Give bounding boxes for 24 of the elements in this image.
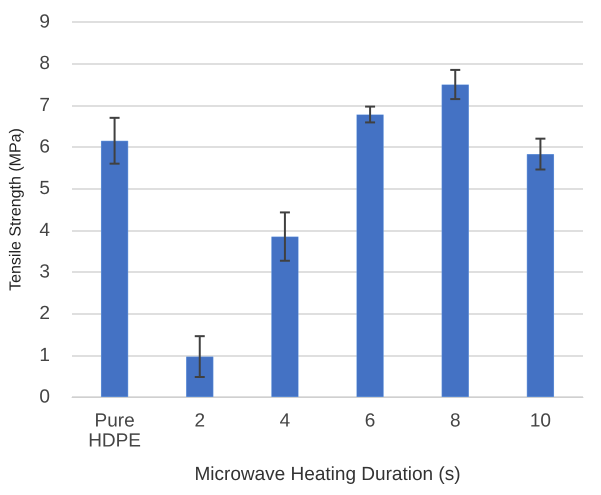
y-tick-label: 9 [39, 12, 50, 32]
bar [442, 84, 469, 397]
x-tick-label: 10 [530, 410, 551, 432]
x-tick-label: Pure HDPE [88, 410, 141, 452]
x-tick-label: 4 [280, 410, 291, 432]
x-tick-label: 8 [450, 410, 461, 432]
y-tick-label: 1 [39, 344, 50, 366]
bar [526, 154, 554, 397]
x-tick-label: 6 [364, 410, 376, 432]
bar [100, 140, 128, 397]
bar [356, 114, 384, 397]
bar [271, 236, 299, 397]
y-tick-label: 7 [39, 94, 50, 116]
y-tick-label: 5 [39, 178, 50, 200]
x-axis-title: Microwave Heating Duration (s) [194, 464, 461, 485]
y-tick-label: 2 [39, 303, 50, 324]
y-axis-title: Tensile Strength (MPa) [8, 128, 24, 291]
y-tick-label: 0 [39, 386, 50, 408]
x-tick-label: 2 [194, 410, 206, 432]
y-tick-label: 3 [39, 262, 50, 282]
y-tick-label: 8 [39, 53, 50, 74]
y-tick-label: 4 [39, 220, 50, 241]
y-tick-label: 6 [39, 136, 50, 158]
bar [186, 356, 214, 397]
